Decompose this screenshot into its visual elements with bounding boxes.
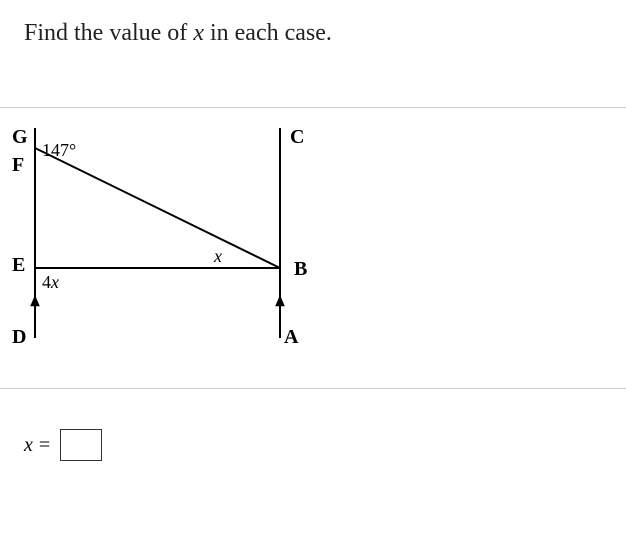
angle-at-B: x — [214, 246, 222, 267]
angle-E-var: x — [51, 272, 59, 292]
question-var: x — [193, 20, 204, 46]
diagram-svg — [0, 128, 320, 368]
divider-top — [0, 107, 626, 108]
angle-B-var: x — [214, 246, 222, 266]
answer-row: x = — [0, 429, 626, 461]
geometry-diagram: G F E D C B A 147° 4x x — [0, 128, 626, 388]
question-text: Find the value of x in each case. — [24, 20, 602, 47]
answer-var: x — [24, 434, 33, 457]
answer-input[interactable] — [60, 429, 102, 461]
point-label-F: F — [12, 154, 24, 177]
divider-bottom — [0, 388, 626, 389]
question-prefix: Find the value of — [24, 20, 193, 46]
angle-at-F: 147° — [42, 140, 76, 161]
angle-at-E: 4x — [42, 272, 59, 293]
answer-eq: = — [39, 434, 50, 457]
point-label-A: A — [284, 326, 298, 349]
point-label-D: D — [12, 326, 26, 349]
point-label-G: G — [12, 126, 28, 149]
point-label-E: E — [12, 254, 25, 277]
angle-E-coef: 4 — [42, 272, 51, 292]
point-label-C: C — [290, 126, 304, 149]
point-label-B: B — [294, 258, 307, 281]
angle-F-text: 147° — [42, 140, 76, 160]
question-suffix: in each case. — [204, 20, 332, 46]
